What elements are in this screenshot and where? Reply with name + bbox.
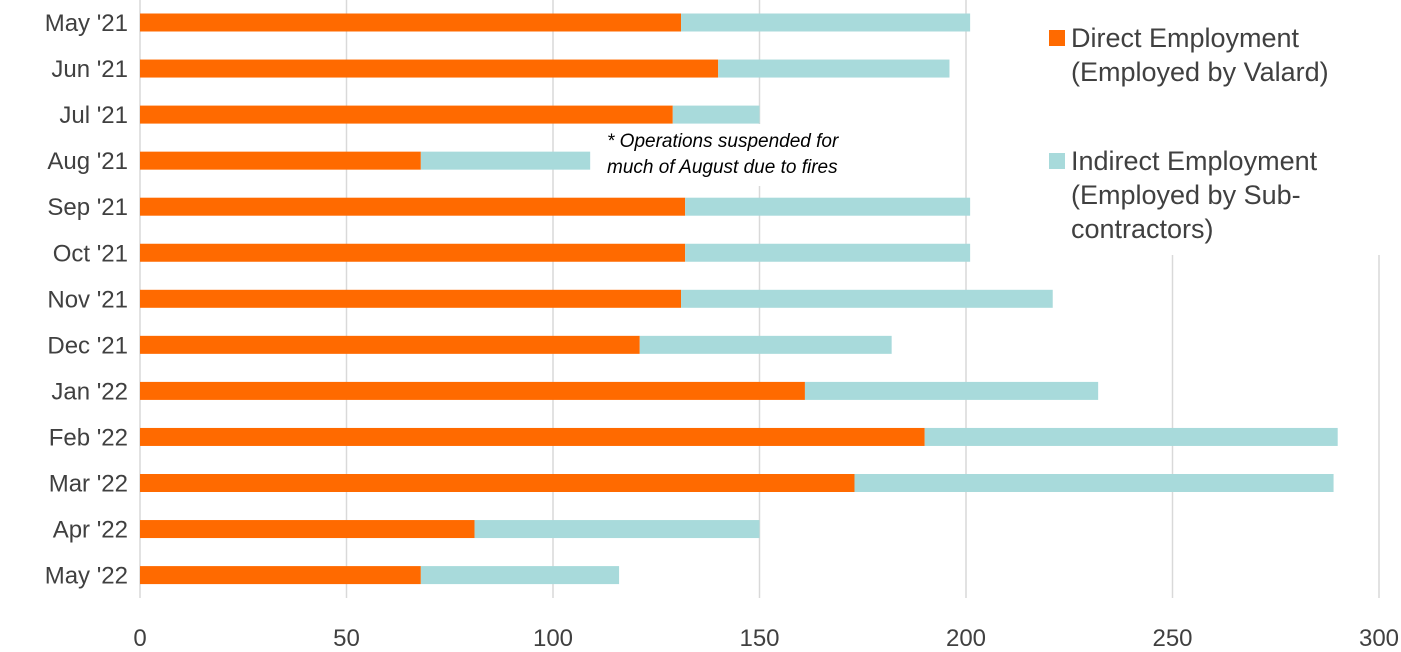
bar-indirect-8 <box>804 381 1099 400</box>
category-label: Aug '21 <box>47 148 128 175</box>
x-tick-label: 150 <box>739 625 779 652</box>
x-tick-label: 50 <box>333 625 360 652</box>
bar-indirect-3 <box>420 151 591 170</box>
bar-indirect-12 <box>420 566 620 585</box>
bar-indirect-2 <box>672 105 760 124</box>
legend: Direct Employment (Employed by Valard) Ind… <box>1040 0 1385 255</box>
category-label: Sep '21 <box>47 194 128 221</box>
bar-direct-9 <box>140 427 925 446</box>
category-label: Nov '21 <box>47 286 128 313</box>
bar-indirect-7 <box>639 335 892 354</box>
annotation: * Operations suspended for much of August… <box>600 124 890 186</box>
x-tick-label: 300 <box>1359 625 1399 652</box>
bars <box>140 13 1338 585</box>
category-axis-labels: May '21 Jun '21 Jul '21 Aug '21 Sep '21 Oct '… <box>45 10 128 590</box>
category-label: Jun '21 <box>51 56 128 83</box>
bar-indirect-4 <box>685 197 971 216</box>
annotation-line: much of August due to fires <box>607 157 838 178</box>
bar-direct-0 <box>140 13 682 32</box>
bar-indirect-10 <box>854 474 1334 492</box>
bar-direct-2 <box>140 105 673 124</box>
bar-direct-4 <box>140 197 686 216</box>
category-label: Feb '22 <box>49 424 128 451</box>
category-label: Mar '22 <box>49 471 128 498</box>
bar-direct-7 <box>140 335 640 354</box>
x-tick-label: 0 <box>133 625 146 652</box>
annotation-line: * Operations suspended for <box>607 131 839 152</box>
bar-indirect-0 <box>681 13 971 32</box>
bar-direct-8 <box>140 381 805 400</box>
bar-direct-11 <box>140 520 475 539</box>
bar-indirect-1 <box>718 59 950 78</box>
legend-entry-line: Indirect Employment <box>1071 146 1318 176</box>
legend-entry-line: Direct Employment <box>1071 23 1300 53</box>
category-label: May '22 <box>45 563 128 590</box>
annotation-background <box>600 124 890 186</box>
legend-entry-line: (Employed by Valard) <box>1071 57 1329 87</box>
bar-direct-6 <box>140 289 682 308</box>
bar-direct-12 <box>140 566 421 585</box>
category-label: Oct '21 <box>53 240 128 267</box>
bar-direct-10 <box>140 474 855 492</box>
bar-direct-3 <box>140 151 421 170</box>
bar-indirect-11 <box>474 520 760 539</box>
bar-indirect-5 <box>685 243 971 262</box>
x-tick-label: 250 <box>1152 625 1192 652</box>
legend-entry-line: (Employed by Sub- <box>1071 180 1301 210</box>
legend-swatch-direct <box>1049 30 1065 46</box>
bar-direct-5 <box>140 243 686 262</box>
category-label: Jan '22 <box>51 378 128 405</box>
category-label: Apr '22 <box>53 517 128 544</box>
category-label: May '21 <box>45 10 128 37</box>
bar-direct-1 <box>140 59 719 78</box>
bar-indirect-6 <box>681 289 1053 308</box>
x-tick-label: 200 <box>946 625 986 652</box>
bar-indirect-9 <box>924 427 1338 446</box>
category-label: Dec '21 <box>47 332 128 359</box>
x-tick-label: 100 <box>533 625 573 652</box>
value-axis-tick-labels: 0 50 100 150 200 250 300 <box>133 625 1399 652</box>
legend-entry-line: contractors) <box>1071 214 1214 244</box>
legend-background <box>1040 0 1385 255</box>
legend-swatch-indirect <box>1049 153 1065 169</box>
category-label: Jul '21 <box>59 102 128 129</box>
